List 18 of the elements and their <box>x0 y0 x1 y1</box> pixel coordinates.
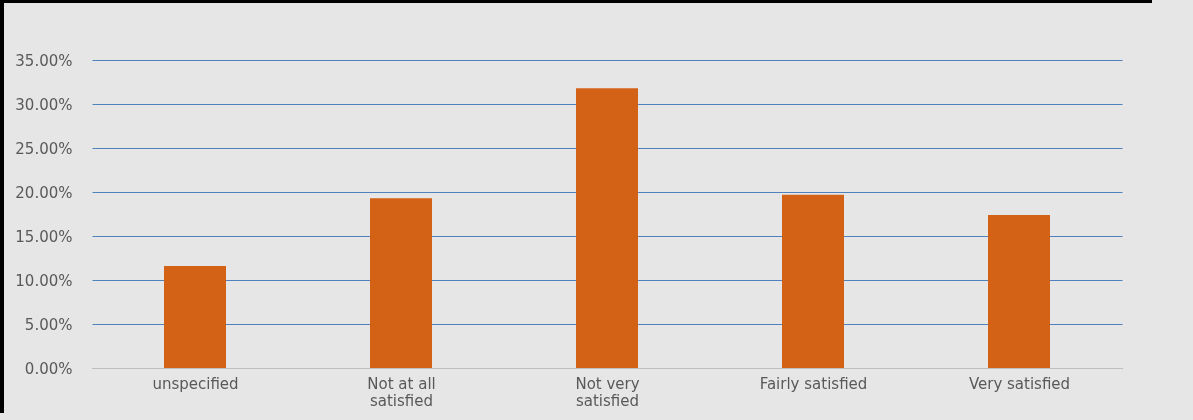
bar <box>782 194 844 368</box>
bar <box>988 214 1050 368</box>
bar <box>164 265 226 368</box>
y-tick-label: 30.00% <box>15 95 73 114</box>
x-tick-label: unspecified <box>152 374 239 393</box>
y-tick-label: 25.00% <box>15 139 73 158</box>
y-tick-label: 5.00% <box>24 315 73 334</box>
x-tick-label: Not at all satisfied <box>367 374 436 410</box>
bar <box>370 198 432 368</box>
bar <box>576 88 638 368</box>
x-tick-label: Fairly satisfied <box>759 374 868 393</box>
x-tick-label: Not very satisfied <box>575 374 640 410</box>
y-tick-label: 35.00% <box>15 51 73 70</box>
y-tick-label: 20.00% <box>15 183 73 202</box>
x-tick-label: Very satisfied <box>968 374 1071 393</box>
y-tick-label: 10.00% <box>15 271 73 290</box>
y-tick-label: 0.00% <box>24 359 73 378</box>
y-tick-label: 15.00% <box>15 227 73 246</box>
